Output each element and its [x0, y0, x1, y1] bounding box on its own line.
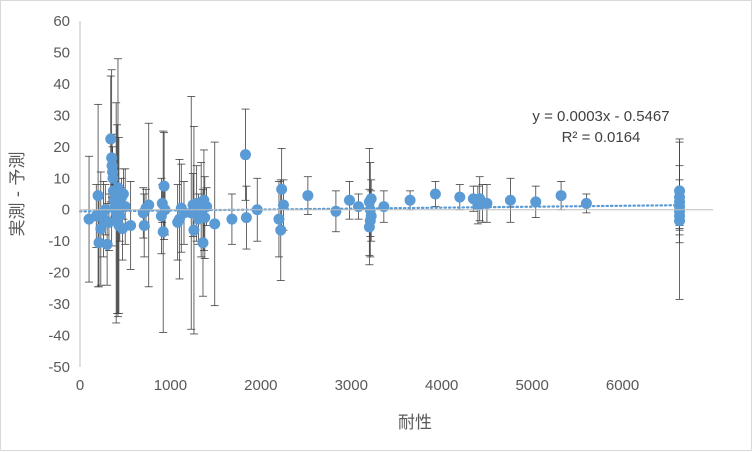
data-point — [353, 201, 365, 213]
trendline-r-squared: R² = 0.0164 — [562, 129, 641, 146]
y-axis-tick-labels: -50 -40 -30 -20 -10 0 10 20 30 40 50 60 — [48, 13, 70, 376]
data-point — [197, 237, 209, 249]
markers-layer — [83, 133, 686, 250]
trendline-equation: y = 0.0003x - 0.5467 — [532, 108, 669, 125]
y-tick-label: 0 — [62, 202, 70, 219]
axes-layer — [79, 21, 713, 367]
error-bars-layer — [85, 58, 684, 335]
y-tick-label: -20 — [48, 265, 70, 282]
y-tick-label: 40 — [53, 76, 70, 93]
data-point — [454, 191, 466, 203]
data-point — [107, 172, 119, 184]
y-tick-label: -40 — [48, 328, 70, 345]
x-tick-label: 5000 — [515, 377, 548, 394]
trendline — [78, 204, 683, 213]
data-point — [226, 213, 238, 225]
data-point — [275, 224, 287, 236]
data-point — [138, 219, 150, 231]
y-tick-label: 10 — [53, 170, 70, 187]
data-point — [580, 197, 592, 209]
y-tick-label: 60 — [53, 13, 70, 30]
x-axis-title: 耐性 — [398, 413, 432, 433]
data-point — [114, 210, 126, 222]
data-point — [239, 149, 251, 161]
data-point — [101, 238, 113, 250]
y-axis-title: 実測 - 予測 — [8, 152, 28, 237]
x-tick-label: 4000 — [425, 377, 458, 394]
y-tick-label: -10 — [48, 233, 70, 250]
data-point — [504, 194, 516, 206]
data-point — [277, 199, 289, 211]
data-point — [93, 237, 105, 249]
data-point — [530, 196, 542, 208]
data-point — [404, 194, 416, 206]
y-tick-label: -30 — [48, 296, 70, 313]
x-tick-label: 2000 — [244, 377, 277, 394]
y-tick-label: 20 — [53, 139, 70, 156]
y-tick-label: -50 — [48, 359, 70, 376]
data-point — [125, 219, 137, 231]
data-point — [343, 194, 355, 206]
data-point — [273, 213, 285, 225]
x-tick-label: 0 — [76, 377, 84, 394]
data-point — [276, 183, 288, 195]
data-point — [157, 226, 169, 238]
data-point — [674, 215, 686, 227]
x-tick-label: 6000 — [606, 377, 639, 394]
data-point — [240, 212, 252, 224]
data-point — [364, 215, 376, 227]
x-axis-tick-labels: 0 1000 2000 3000 4000 5000 6000 — [76, 377, 639, 394]
y-tick-label: 30 — [53, 107, 70, 124]
y-tick-label: 50 — [53, 44, 70, 61]
data-point — [555, 190, 567, 202]
data-point — [199, 212, 211, 224]
x-tick-label: 1000 — [154, 377, 187, 394]
data-point — [302, 190, 314, 202]
data-point — [105, 133, 117, 145]
data-point — [330, 205, 342, 217]
data-point — [95, 223, 107, 235]
data-point — [92, 190, 104, 202]
data-point — [188, 224, 200, 236]
data-point — [429, 188, 441, 200]
data-point — [158, 180, 170, 192]
data-point — [106, 152, 118, 164]
data-point — [365, 193, 377, 205]
data-point — [117, 188, 129, 200]
data-point — [143, 199, 155, 211]
x-tick-label: 3000 — [335, 377, 368, 394]
data-point — [378, 201, 390, 213]
data-point — [209, 218, 221, 230]
